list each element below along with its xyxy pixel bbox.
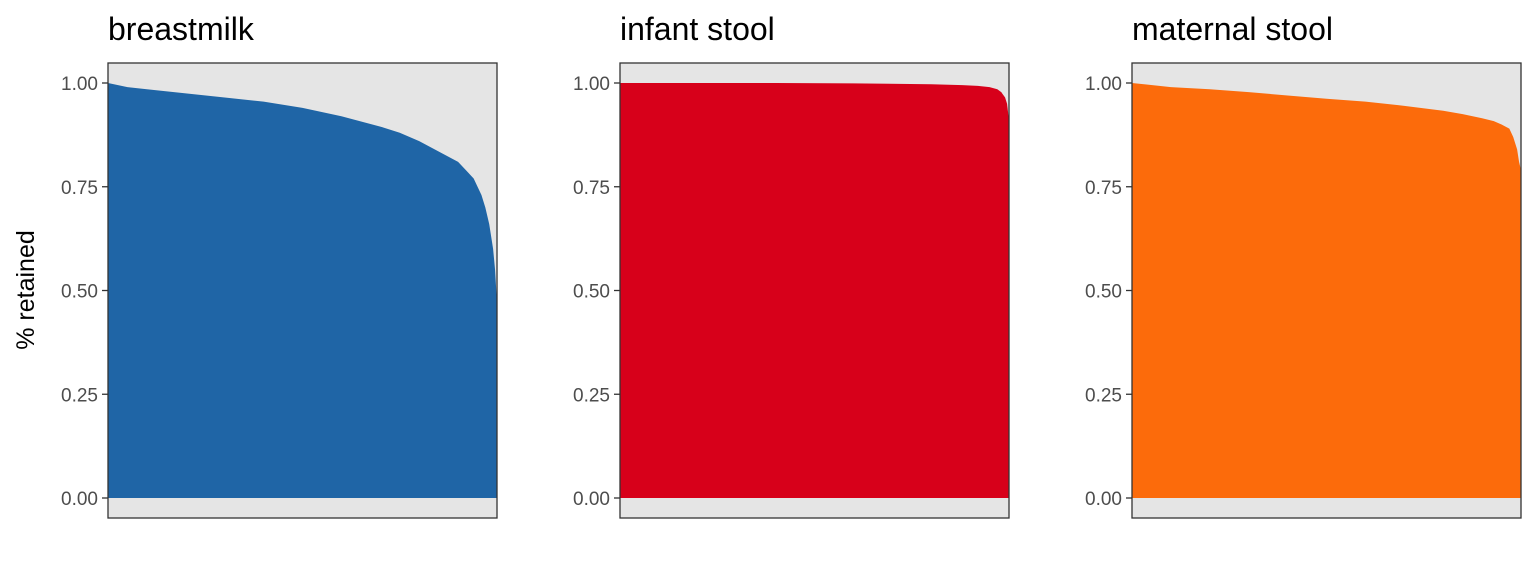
y-tick-label: 0.00 bbox=[573, 489, 610, 510]
y-tick-label: 0.50 bbox=[1085, 282, 1122, 303]
panel-title: maternal stool bbox=[1132, 11, 1333, 47]
y-tick-label: 0.25 bbox=[61, 385, 98, 406]
y-tick-label: 0.25 bbox=[573, 385, 610, 406]
panel-title: infant stool bbox=[620, 11, 775, 47]
panel-infant-stool: infant stool 0.00 0.25 0.50 0.75 1.00 bbox=[573, 11, 1010, 519]
y-tick-label: 0.25 bbox=[1085, 385, 1122, 406]
y-axis-title: % retained bbox=[12, 230, 40, 350]
y-tick-label: 1.00 bbox=[573, 74, 610, 95]
retention-area bbox=[108, 83, 497, 498]
panel-breastmilk: breastmilk 0.00 0.25 0.50 0.75 1.00 bbox=[61, 11, 498, 519]
retention-area bbox=[1132, 83, 1521, 498]
y-tick-label: 1.00 bbox=[1085, 74, 1122, 95]
panel-title: breastmilk bbox=[108, 11, 255, 47]
retention-area bbox=[620, 83, 1009, 498]
y-tick-label: 0.75 bbox=[573, 178, 610, 199]
y-tick-label: 1.00 bbox=[61, 74, 98, 95]
y-tick-label: 0.50 bbox=[61, 282, 98, 303]
panel-maternal-stool: maternal stool 0.00 0.25 0.50 0.75 1.00 bbox=[1085, 11, 1522, 519]
y-tick-label: 0.50 bbox=[573, 282, 610, 303]
y-tick-label: 0.75 bbox=[61, 178, 98, 199]
y-tick-label: 0.00 bbox=[61, 489, 98, 510]
y-tick-label: 0.00 bbox=[1085, 489, 1122, 510]
y-tick-label: 0.75 bbox=[1085, 178, 1122, 199]
